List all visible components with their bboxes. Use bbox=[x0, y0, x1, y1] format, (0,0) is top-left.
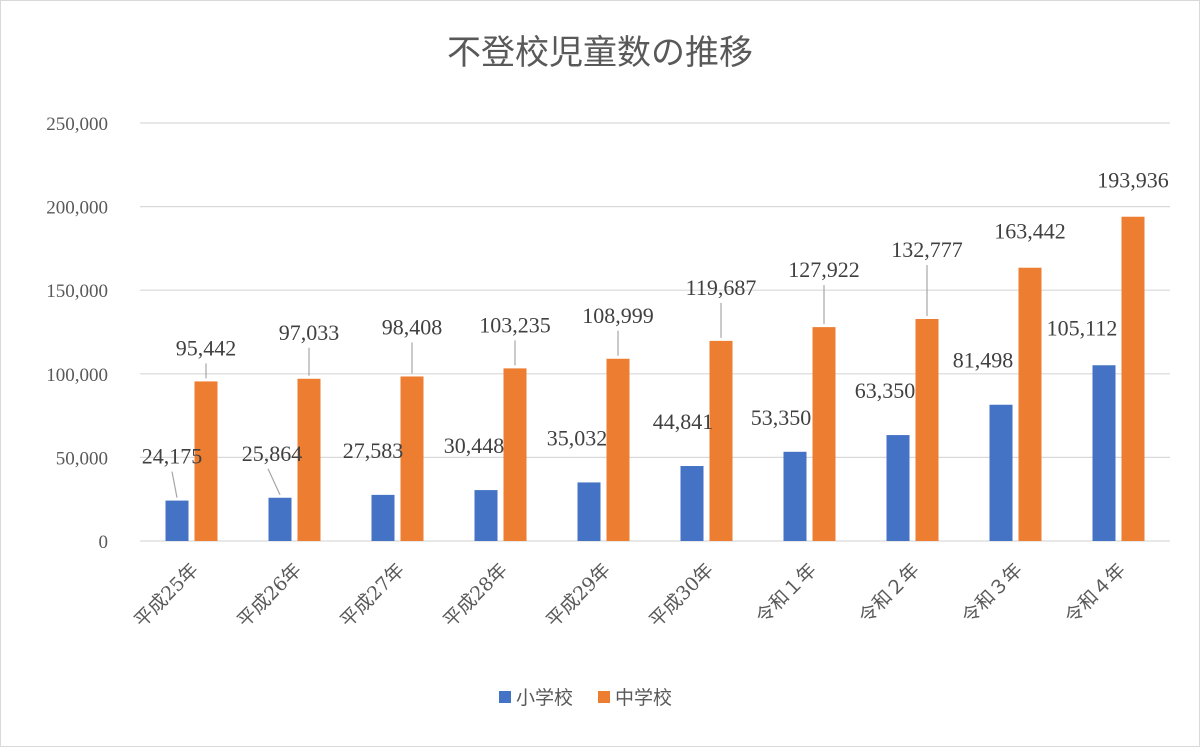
x-category-label: 平成26年 bbox=[233, 559, 306, 632]
bar-junior-high bbox=[503, 368, 527, 541]
data-label-elementary: 63,350 bbox=[855, 378, 916, 403]
legend-label: 小学校 bbox=[516, 687, 573, 709]
data-labels: 24,175 95,442 25,864 97,033 27,583 98,408 30,4… bbox=[142, 168, 1169, 469]
y-tick-label: 200,000 bbox=[46, 198, 108, 219]
bar-elementary bbox=[989, 404, 1013, 541]
bar-junior-high bbox=[915, 318, 939, 541]
label-leaders bbox=[171, 264, 928, 498]
x-category-label: 平成29年 bbox=[542, 559, 615, 632]
data-label-junior-high: 132,777 bbox=[891, 237, 963, 262]
data-label-elementary: 30,448 bbox=[444, 433, 505, 458]
bar-junior-high bbox=[1018, 267, 1042, 541]
y-tick-label: 150,000 bbox=[46, 281, 108, 302]
x-category-label: 平成25年 bbox=[130, 559, 203, 632]
x-category-label: 令和１年 bbox=[752, 559, 821, 628]
bar-elementary bbox=[268, 497, 292, 541]
bar-elementary bbox=[371, 494, 395, 541]
y-axis-ticks: 0 50,000 100,000 150,000 200,000 250,000 bbox=[46, 114, 108, 553]
data-label-junior-high: 127,922 bbox=[788, 257, 860, 282]
bar-elementary bbox=[165, 500, 189, 541]
data-label-junior-high: 98,408 bbox=[382, 314, 443, 339]
bar-junior-high bbox=[606, 358, 630, 541]
legend-label: 中学校 bbox=[615, 687, 672, 709]
data-label-junior-high: 97,033 bbox=[279, 320, 340, 345]
y-tick-label: 0 bbox=[99, 532, 109, 553]
legend: 小学校 中学校 bbox=[499, 687, 672, 709]
y-tick-label: 100,000 bbox=[46, 365, 108, 386]
legend-swatch bbox=[598, 691, 610, 703]
data-label-junior-high: 108,999 bbox=[582, 303, 654, 328]
data-label-elementary: 24,175 bbox=[142, 444, 203, 469]
bars bbox=[165, 216, 1145, 541]
legend-item: 中学校 bbox=[598, 687, 672, 709]
x-category-label: 平成27年 bbox=[336, 559, 409, 632]
x-category-label: 平成30年 bbox=[645, 559, 718, 632]
data-label-elementary: 44,841 bbox=[653, 409, 714, 434]
x-category-label: 令和３年 bbox=[958, 559, 1027, 628]
y-tick-label: 250,000 bbox=[46, 114, 108, 135]
data-label-elementary: 25,864 bbox=[242, 441, 303, 466]
data-label-junior-high: 103,235 bbox=[479, 312, 551, 337]
label-leader-line bbox=[267, 468, 281, 496]
data-label-elementary: 35,032 bbox=[547, 425, 608, 450]
data-label-elementary: 53,350 bbox=[751, 405, 812, 430]
bar-junior-high bbox=[297, 378, 321, 541]
bar-junior-high bbox=[812, 327, 836, 541]
bar-elementary bbox=[886, 435, 910, 541]
x-category-label: 平成28年 bbox=[439, 559, 512, 632]
y-tick-label: 50,000 bbox=[56, 448, 108, 469]
bar-junior-high bbox=[400, 376, 424, 541]
label-leader-line bbox=[171, 471, 178, 498]
data-label-junior-high: 95,442 bbox=[176, 335, 237, 360]
data-label-elementary: 81,498 bbox=[953, 348, 1014, 373]
bar-elementary bbox=[577, 482, 601, 541]
bar-elementary bbox=[680, 466, 704, 541]
x-axis-categories: 平成25年 平成26年 平成27年 平成28年 平成29年 平成30年 令和１年 令和２年 令和… bbox=[130, 559, 1130, 632]
chart-title: 不登校児童数の推移 bbox=[447, 33, 753, 73]
x-category-label: 令和４年 bbox=[1061, 559, 1130, 628]
legend-item: 小学校 bbox=[499, 687, 573, 709]
bar-junior-high bbox=[194, 381, 218, 541]
data-label-junior-high: 193,936 bbox=[1097, 168, 1169, 193]
data-label-elementary: 105,112 bbox=[1047, 315, 1118, 340]
data-label-elementary: 27,583 bbox=[343, 438, 404, 463]
bar-junior-high bbox=[1121, 216, 1145, 541]
bar-elementary bbox=[1092, 365, 1116, 541]
bar-elementary bbox=[474, 490, 498, 541]
legend-swatch bbox=[499, 691, 511, 703]
data-label-junior-high: 119,687 bbox=[686, 275, 757, 300]
data-label-junior-high: 163,442 bbox=[994, 219, 1066, 244]
x-category-label: 令和２年 bbox=[855, 559, 924, 628]
bar-junior-high bbox=[709, 340, 733, 541]
bar-elementary bbox=[783, 451, 807, 541]
